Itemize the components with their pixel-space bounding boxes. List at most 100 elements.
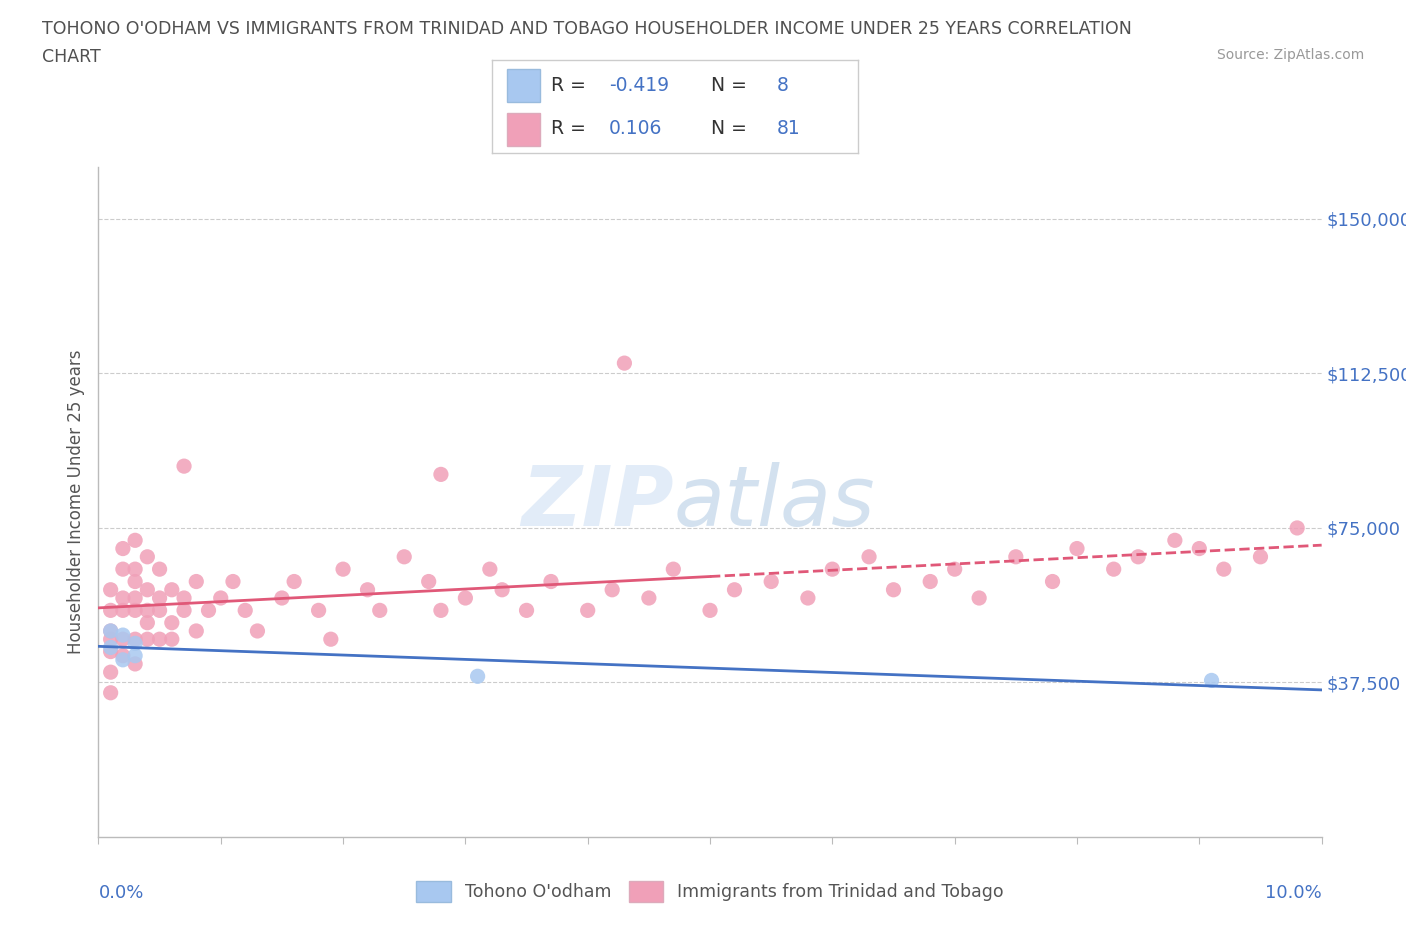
Text: 81: 81 (778, 119, 801, 138)
Point (124, 562, 146, 577)
Point (149, 631, 172, 646)
Point (516, 603, 538, 618)
FancyBboxPatch shape (506, 69, 540, 102)
Point (136, 616, 159, 631)
Point (124, 657, 146, 671)
Point (149, 591, 172, 605)
Point (392, 550, 416, 565)
Point (209, 591, 232, 605)
Point (920, 574, 942, 589)
Legend: Tohono O'odham, Immigrants from Trinidad and Tobago: Tohono O'odham, Immigrants from Trinidad… (409, 873, 1011, 909)
Text: N =: N = (711, 119, 754, 138)
Point (160, 582, 183, 597)
Point (124, 648, 146, 663)
Point (600, 582, 623, 597)
Point (233, 603, 256, 618)
Text: ZIP: ZIP (520, 461, 673, 543)
Point (124, 591, 146, 605)
Point (124, 636, 146, 651)
Point (111, 541, 134, 556)
Text: TOHONO O'ODHAM VS IMMIGRANTS FROM TRINIDAD AND TOBAGO HOUSEHOLDER INCOME UNDER 2: TOHONO O'ODHAM VS IMMIGRANTS FROM TRINID… (42, 20, 1132, 38)
Point (1249, 550, 1271, 565)
Point (173, 458, 195, 473)
Point (173, 603, 195, 618)
Point (332, 562, 354, 577)
Point (136, 631, 159, 646)
Point (637, 591, 661, 605)
Point (308, 603, 330, 618)
Point (100, 623, 122, 638)
Text: 10.0%: 10.0% (1265, 884, 1322, 902)
Point (222, 574, 245, 589)
Point (662, 562, 685, 577)
Point (418, 574, 440, 589)
Point (883, 582, 905, 597)
Text: R =: R = (551, 76, 592, 95)
Point (1164, 533, 1187, 548)
Point (173, 591, 195, 605)
Point (136, 550, 159, 565)
Point (491, 582, 513, 597)
Point (943, 562, 966, 577)
Point (136, 603, 159, 618)
Point (368, 603, 391, 618)
Y-axis label: Householder Income Under 25 years: Householder Income Under 25 years (66, 350, 84, 655)
Point (149, 603, 172, 618)
Point (160, 616, 183, 631)
Point (111, 603, 134, 618)
Point (478, 562, 501, 577)
FancyBboxPatch shape (506, 113, 540, 146)
Point (1212, 562, 1234, 577)
Point (186, 574, 208, 589)
Text: Source: ZipAtlas.com: Source: ZipAtlas.com (1216, 48, 1364, 62)
Point (430, 467, 453, 482)
Point (186, 623, 208, 638)
Point (100, 665, 122, 680)
Point (356, 582, 378, 597)
Point (1201, 673, 1223, 688)
Point (576, 603, 599, 618)
Text: 8: 8 (778, 76, 789, 95)
Point (319, 631, 342, 646)
Point (797, 591, 820, 605)
Text: N =: N = (711, 76, 754, 95)
Point (1286, 521, 1309, 536)
Point (723, 582, 745, 597)
Point (136, 582, 159, 597)
Point (124, 574, 146, 589)
Point (613, 355, 636, 370)
Point (124, 631, 146, 646)
Text: R =: R = (551, 119, 592, 138)
Point (111, 591, 134, 605)
Point (111, 631, 134, 646)
Point (246, 623, 269, 638)
Point (699, 603, 721, 618)
Point (821, 562, 844, 577)
Text: 0.106: 0.106 (609, 119, 662, 138)
Point (283, 574, 305, 589)
Point (100, 623, 122, 638)
Point (160, 631, 183, 646)
Point (100, 582, 122, 597)
Point (858, 550, 880, 565)
Point (1188, 541, 1211, 556)
Point (111, 628, 134, 643)
Point (1004, 550, 1026, 565)
Point (124, 603, 146, 618)
Text: 0.0%: 0.0% (98, 884, 143, 902)
Point (124, 533, 146, 548)
Point (1102, 562, 1125, 577)
Point (100, 640, 122, 655)
Point (100, 631, 122, 646)
Point (149, 562, 172, 577)
Point (967, 591, 990, 605)
Point (100, 644, 122, 659)
Point (467, 669, 489, 684)
Point (759, 574, 782, 589)
Point (100, 685, 122, 700)
Text: -0.419: -0.419 (609, 76, 669, 95)
Point (270, 591, 292, 605)
Point (1066, 541, 1088, 556)
Point (540, 574, 562, 589)
Point (1128, 550, 1150, 565)
